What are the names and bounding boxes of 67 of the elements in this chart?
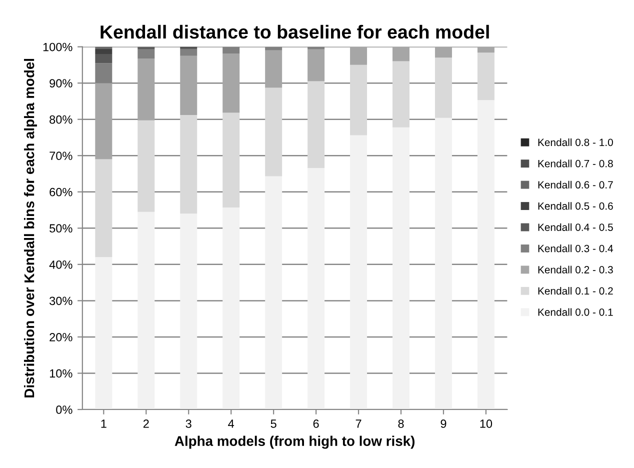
- bar: [222, 112, 240, 208]
- y-tick-label: 0%: [56, 406, 72, 414]
- bar: [180, 48, 198, 56]
- bar: [138, 49, 155, 59]
- legend-label: Kendall 0.4 - 0.5: [538, 223, 613, 231]
- legend-label: Kendall 0.3 - 0.4: [538, 244, 614, 252]
- bar: [434, 118, 452, 410]
- bar: [477, 100, 494, 410]
- legend-label: Kendall 0.1 - 0.2: [538, 286, 613, 295]
- legend-label: Kendall 0.0 - 0.1: [538, 308, 613, 316]
- y-tick-label: 80%: [50, 115, 72, 124]
- bar: [180, 114, 198, 214]
- bar: [308, 81, 325, 168]
- bar: [95, 159, 112, 258]
- bar: [265, 88, 282, 176]
- y-tick-label: 70%: [50, 152, 72, 160]
- bar: [392, 46, 410, 62]
- bar: [95, 54, 112, 64]
- y-tick-label: 20%: [50, 332, 72, 342]
- y-tick-label: 60%: [50, 188, 72, 196]
- bar: [350, 64, 368, 136]
- bar: [434, 46, 452, 58]
- bar: [392, 61, 410, 128]
- x-tick-label: 1: [101, 420, 106, 428]
- bar: [477, 52, 494, 100]
- bar: [222, 207, 240, 410]
- y-axis-title: Distribution over Kendall bins for each alpha model: [24, 58, 37, 398]
- bar: [138, 120, 155, 212]
- x-tick-label: 4: [228, 420, 234, 428]
- x-tick-label: 5: [270, 420, 276, 428]
- legend-label: Kendall 0.7 - 0.8: [538, 160, 613, 168]
- y-tick-label: 90%: [50, 79, 72, 88]
- y-tick-label: 10%: [50, 369, 72, 378]
- bar: [265, 50, 282, 88]
- y-tick-label: 100%: [43, 42, 72, 52]
- bar: [477, 46, 494, 53]
- chart-title: Kendall distance to baseline for each model: [100, 24, 489, 39]
- x-tick-label: 10: [480, 420, 492, 428]
- x-tick-label: 3: [186, 420, 192, 428]
- bar: [95, 83, 112, 160]
- legend-label: Kendall 0.6 - 0.7: [538, 180, 613, 189]
- legend-label: Kendall 0.2 - 0.3: [538, 266, 613, 274]
- x-axis-title: Alpha models (from high to low risk): [174, 436, 414, 449]
- bar: [350, 135, 368, 410]
- bar: [222, 54, 240, 113]
- bar: [265, 176, 282, 410]
- bar: [95, 257, 112, 410]
- legend-label: Kendall 0.5 - 0.6: [538, 202, 613, 210]
- bar: [308, 49, 325, 82]
- bar: [95, 48, 112, 54]
- bar: [392, 127, 410, 410]
- bar: [138, 58, 155, 120]
- bar: [434, 58, 452, 118]
- y-tick-label: 40%: [49, 260, 72, 269]
- legend-label: Kendall 0.8 - 1.0: [538, 138, 613, 146]
- x-tick-label: 6: [313, 420, 319, 428]
- bar: [308, 168, 325, 410]
- y-tick-label: 50%: [50, 224, 72, 233]
- bar: [180, 56, 198, 115]
- y-tick-label: 30%: [50, 296, 72, 306]
- x-tick-label: 8: [398, 420, 404, 428]
- bar: [350, 46, 368, 65]
- x-tick-label: 2: [143, 420, 149, 428]
- x-tick-label: 9: [440, 420, 446, 428]
- bar: [180, 214, 198, 410]
- bar: [138, 212, 155, 410]
- x-tick-label: 7: [356, 420, 362, 428]
